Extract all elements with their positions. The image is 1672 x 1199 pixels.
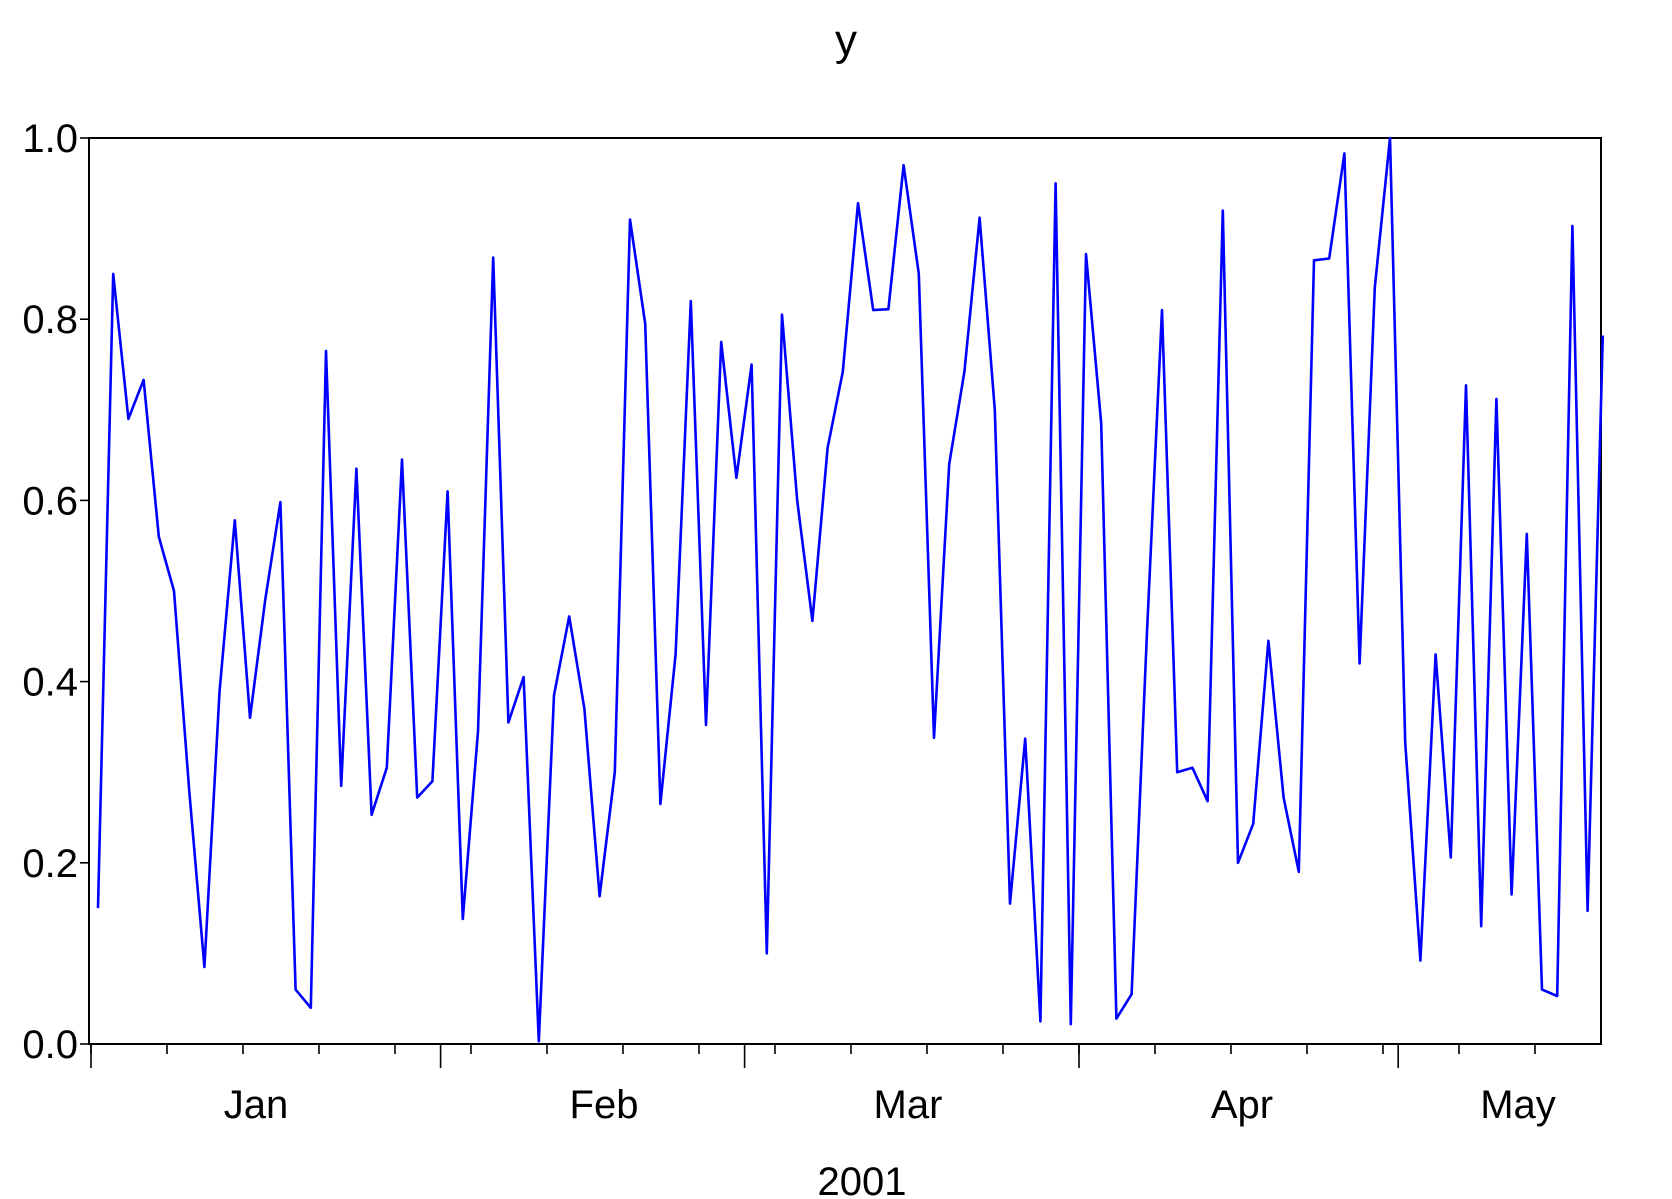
y-tick-label: 0.6 <box>22 479 78 523</box>
x-month-label: Jan <box>224 1083 289 1127</box>
y-tick-label: 0.2 <box>22 842 78 886</box>
y-tick-label: 0.4 <box>22 661 78 705</box>
x-month-label: May <box>1480 1083 1556 1127</box>
series-line-y <box>96 136 1605 1043</box>
x-month-label: Mar <box>874 1083 943 1127</box>
x-axis-label: 2001 <box>818 1160 907 1199</box>
y-tick-label: 0.0 <box>22 1023 78 1067</box>
y-tick-label: 0.8 <box>22 298 78 342</box>
chart-title: y <box>835 16 857 65</box>
plot-frame <box>88 137 1602 1045</box>
x-month-label: Feb <box>570 1083 639 1127</box>
y-axis: 0.0 0.2 0.4 0.6 0.8 1.0 <box>22 117 89 1067</box>
x-axis: Jan Feb Mar Apr May <box>90 1044 1556 1127</box>
x-month-label: Apr <box>1211 1083 1273 1127</box>
y-tick-label: 1.0 <box>22 117 78 161</box>
